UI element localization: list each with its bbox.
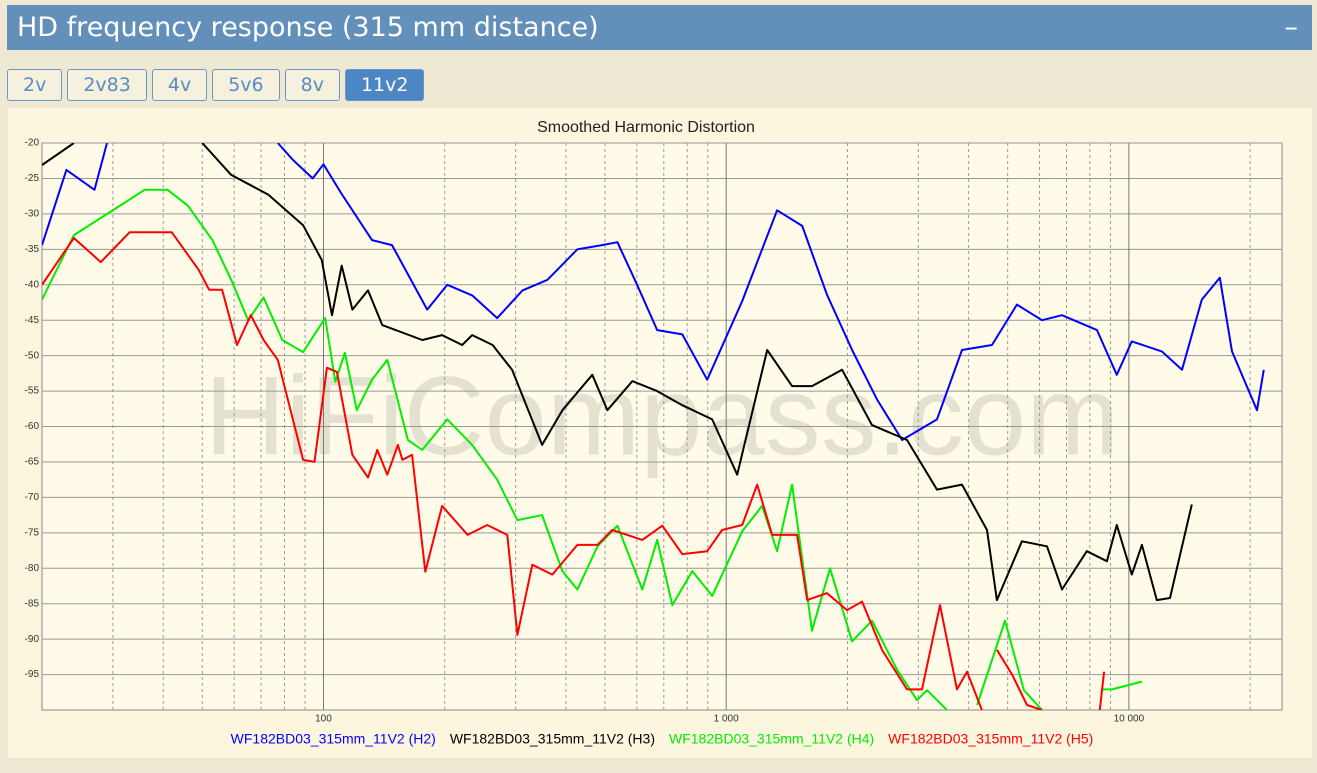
y-tick-label: -50 — [25, 350, 40, 361]
y-tick-label: -25 — [25, 173, 40, 184]
y-tick-label: -65 — [25, 457, 40, 468]
chart: Smoothed Harmonic Distortion HiFiCompass… — [8, 108, 1312, 758]
y-tick-label: -70 — [25, 492, 40, 503]
y-tick-label: -45 — [25, 315, 40, 326]
tab[interactable]: 5v6 — [212, 69, 280, 101]
watermark: HiFiCompass.com — [205, 354, 1120, 479]
chart-title: Smoothed Harmonic Distortion — [537, 119, 755, 136]
x-tick-label: 10 000 — [1114, 714, 1145, 725]
tab[interactable]: 11v2 — [344, 69, 425, 101]
x-tick-label: 100 — [315, 714, 332, 725]
tab[interactable]: 4v — [151, 69, 208, 101]
y-tick-label: -90 — [25, 634, 40, 645]
legend-entry: WF182BD03_315mm_11V2 (H2) — [231, 731, 436, 747]
y-tick-label: -85 — [25, 598, 40, 609]
section-header: HD frequency response (315 mm distance) … — [7, 5, 1312, 50]
series-line — [42, 143, 1265, 441]
voltage-tabs: 2v 2v83 4v 5v6 8v 11v2 — [7, 69, 425, 101]
tab[interactable]: 2v83 — [67, 69, 147, 101]
y-tick-label: -55 — [25, 386, 40, 397]
series-line — [42, 143, 1193, 602]
tab[interactable]: 8v — [284, 69, 340, 101]
legend-entry: WF182BD03_315mm_11V2 (H5) — [888, 731, 1093, 747]
y-tick-label: -30 — [25, 209, 40, 220]
y-tick-label: -80 — [25, 563, 40, 574]
tab[interactable]: 2v — [7, 69, 63, 101]
legend-entry: WF182BD03_315mm_11V2 (H4) — [669, 731, 874, 747]
section-title: HD frequency response (315 mm distance) — [17, 12, 599, 43]
collapse-toggle[interactable]: – — [1284, 12, 1299, 43]
legend-entry: WF182BD03_315mm_11V2 (H3) — [450, 731, 655, 747]
x-tick-label: 1 000 — [714, 714, 739, 725]
y-tick-label: -60 — [25, 421, 40, 432]
series-line — [42, 231, 1106, 710]
y-tick-label: -20 — [25, 138, 40, 149]
y-tick-label: -35 — [25, 244, 40, 255]
y-tick-label: -95 — [25, 669, 40, 680]
y-tick-label: -75 — [25, 527, 40, 538]
y-tick-label: -40 — [25, 279, 40, 290]
